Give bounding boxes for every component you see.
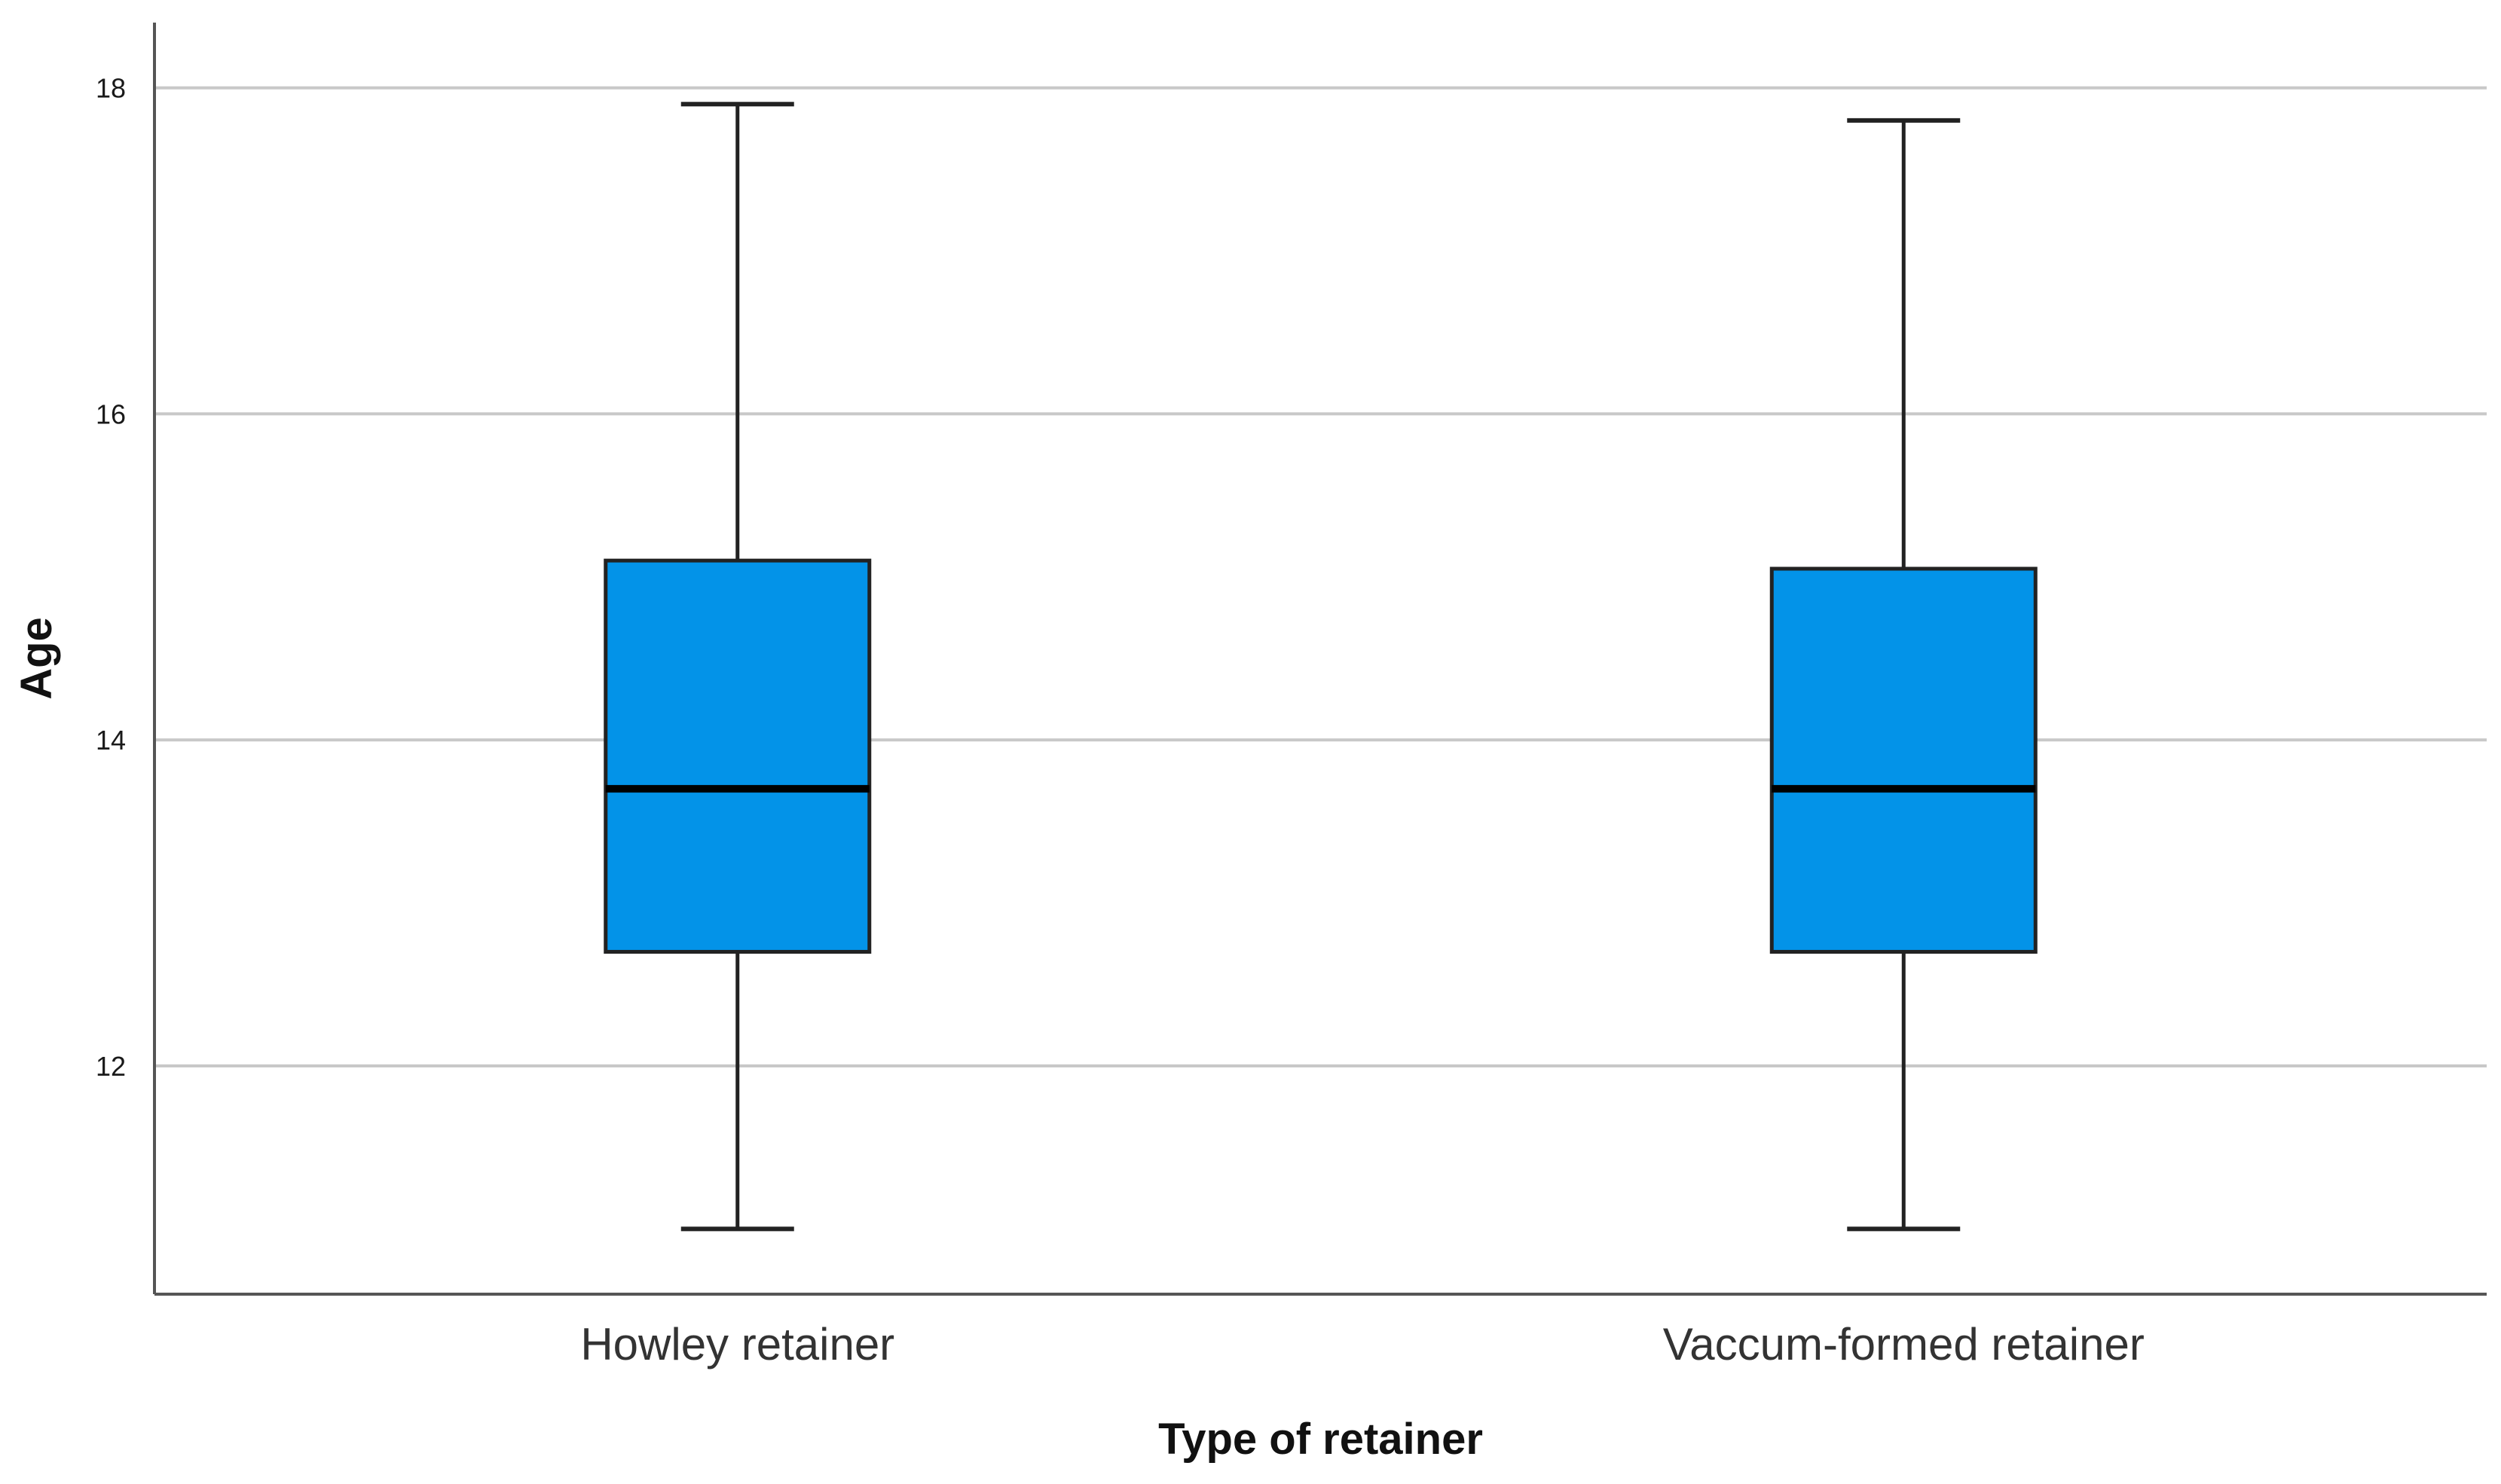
- x-category-label: Howley retainer: [580, 1319, 894, 1369]
- box-group: [1769, 118, 2038, 1232]
- box-group: [604, 102, 872, 1232]
- y-tick-label: 14: [96, 725, 126, 756]
- x-axis-title: Type of retainer: [1158, 1415, 1483, 1464]
- y-tick-label: 16: [96, 398, 126, 429]
- iqr-box: [1769, 566, 2038, 954]
- y-axis-title: Age: [12, 617, 61, 700]
- boxes: [604, 102, 2038, 1232]
- y-tick-label: 12: [96, 1051, 126, 1082]
- iqr-box: [604, 558, 872, 954]
- y-tick-label: 18: [96, 73, 126, 104]
- x-category-labels: Howley retainer Vaccum-formed retainer: [580, 1319, 2144, 1369]
- y-tick-labels: 12 14 16 18: [96, 73, 126, 1082]
- x-category-label: Vaccum-formed retainer: [1663, 1319, 2145, 1369]
- axes: [153, 23, 2487, 1296]
- gridlines: [154, 86, 2487, 1068]
